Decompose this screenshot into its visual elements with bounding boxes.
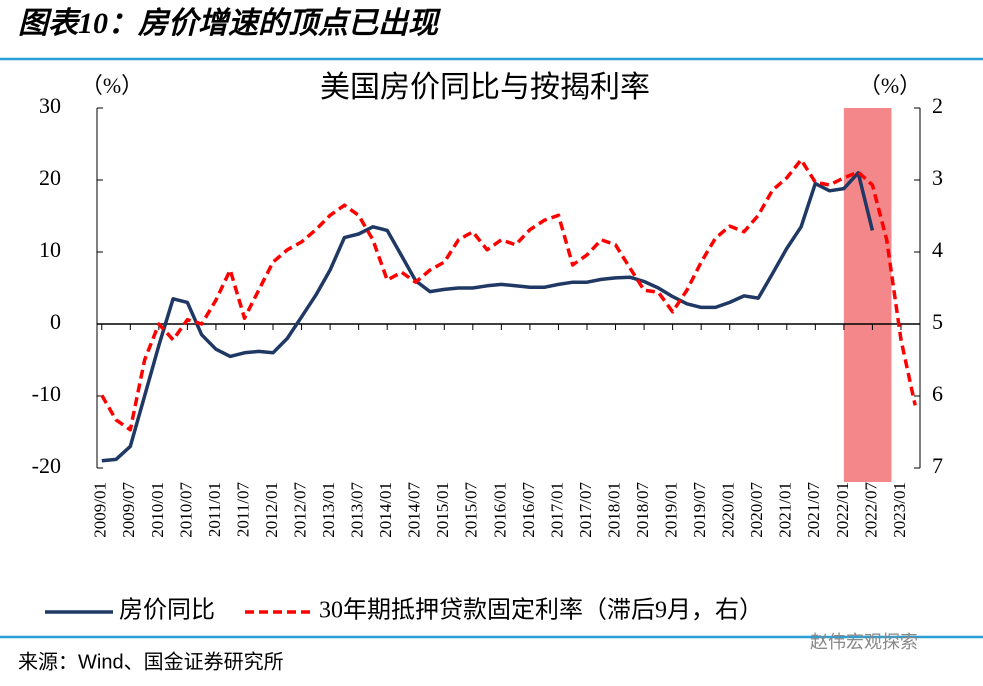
chart-title: 美国房价同比与按揭利率	[320, 71, 650, 104]
y-tick-label: 0	[50, 309, 61, 334]
x-tick-label: 2011/01	[205, 482, 224, 537]
x-tick-label: 2020/01	[719, 482, 738, 538]
x-tick-label: 2015/01	[433, 482, 452, 538]
x-tick-label: 2021/07	[804, 482, 823, 538]
x-tick-label: 2017/07	[576, 482, 595, 538]
x-tick-label: 2014/01	[376, 482, 395, 538]
x-tick-label: 2016/07	[519, 482, 538, 538]
x-tick-label: 2009/07	[119, 482, 138, 538]
y2-tick-label: 2	[932, 93, 943, 118]
x-tick-label: 2019/01	[662, 482, 681, 538]
x-tick-label: 2012/07	[290, 482, 309, 538]
x-tick-label: 2010/01	[148, 482, 167, 538]
legend-label: 30年期抵押贷款固定利率（滞后9月，右）	[319, 597, 763, 624]
x-tick-label: 2022/01	[833, 482, 852, 538]
x-tick-label: 2018/07	[633, 482, 652, 538]
x-tick-label: 2010/07	[176, 482, 195, 538]
x-tick-label: 2019/07	[690, 482, 709, 538]
x-tick-label: 2022/07	[861, 482, 880, 538]
y2-tick-label: 6	[932, 381, 943, 406]
x-tick-label: 2014/07	[405, 482, 424, 538]
highlight-span	[843, 108, 892, 482]
y-tick-label: 10	[39, 237, 61, 262]
x-tick-label: 2011/07	[233, 482, 252, 538]
x-tick-label: 2009/01	[91, 482, 110, 538]
y-unit: （%）	[81, 73, 143, 98]
header-title: 图表10：房价增速的顶点已出现	[18, 7, 442, 40]
x-tick-label: 2017/01	[547, 482, 566, 538]
series-line	[100, 158, 917, 432]
y2-tick-label: 5	[932, 309, 943, 334]
x-tick-label: 2021/01	[776, 482, 795, 538]
y-tick-label: 20	[39, 165, 61, 190]
source: 来源：Wind、国金证券研究所	[18, 650, 284, 673]
x-tick-label: 2023/01	[890, 482, 909, 538]
y-tick-label: -10	[32, 381, 61, 406]
y-tick-label: 30	[39, 93, 61, 118]
y2-tick-label: 4	[932, 237, 943, 262]
x-tick-label: 2013/07	[348, 482, 367, 538]
watermark: 赵伟宏观探索	[810, 632, 918, 653]
x-tick-label: 2018/01	[604, 482, 623, 538]
y2-unit: （%）	[859, 73, 921, 98]
y2-tick-label: 3	[932, 165, 943, 190]
x-tick-label: 2012/01	[262, 482, 281, 538]
y-tick-label: -20	[32, 453, 61, 478]
legend-label: 房价同比	[119, 597, 215, 624]
x-tick-label: 2016/01	[490, 482, 509, 538]
y2-tick-label: 7	[932, 453, 943, 478]
series-line	[101, 171, 875, 463]
x-tick-label: 2013/01	[319, 482, 338, 538]
x-tick-label: 2020/07	[747, 482, 766, 538]
x-tick-label: 2015/07	[462, 482, 481, 538]
